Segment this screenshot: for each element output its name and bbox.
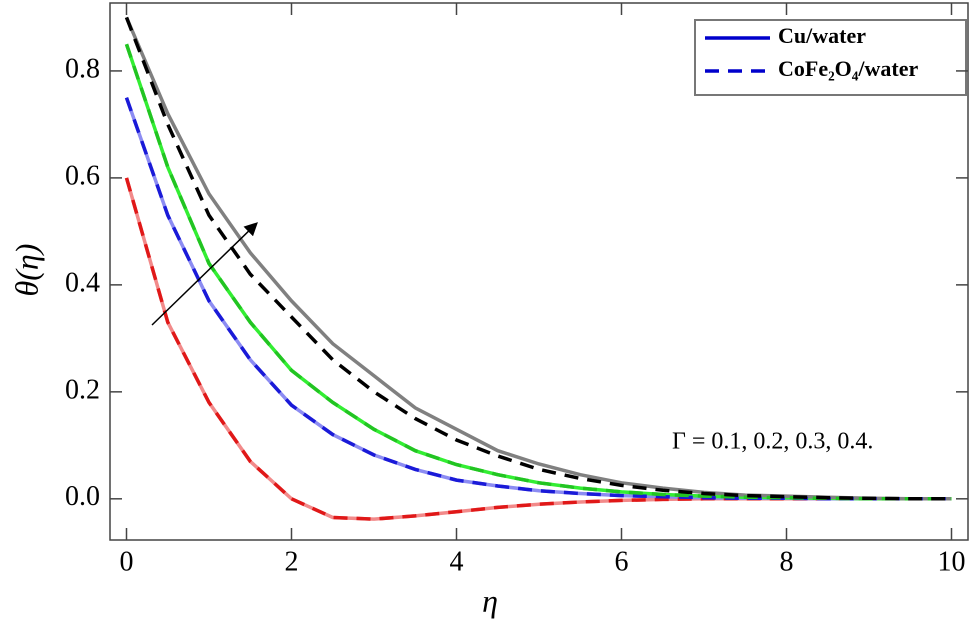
- x-axis-label: η: [482, 582, 498, 618]
- legend-label: Cu/water: [778, 23, 866, 48]
- curves: [124, 16, 952, 521]
- x-tick-label: 10: [938, 546, 966, 577]
- y-tick-label: 0.2: [65, 374, 100, 405]
- trend-arrow: [151, 222, 258, 326]
- x-tick-label: 6: [615, 546, 629, 577]
- series-line: [124, 16, 952, 501]
- y-tick-label: 0.6: [65, 160, 100, 191]
- series-line: [124, 177, 952, 521]
- x-tick-label: 8: [780, 546, 794, 577]
- series-line: [124, 43, 952, 501]
- y-tick-label: 0.8: [65, 53, 100, 84]
- y-axis-label: θ(η): [8, 244, 44, 297]
- x-tick-label: 2: [285, 546, 299, 577]
- legend-label: CoFe₂O₄/water: [778, 56, 918, 81]
- legend-box: [694, 19, 967, 96]
- x-tick-label: 0: [120, 546, 134, 577]
- y-tick-label: 0.0: [65, 481, 100, 512]
- annotation: Γ = 0.1, 0.2, 0.3, 0.4.: [672, 429, 873, 455]
- legend: Cu/water CoFe₂O₄/water: [694, 19, 967, 96]
- y-tick-label: 0.4: [65, 267, 100, 298]
- x-tick-label: 4: [450, 546, 464, 577]
- series-line: [124, 97, 952, 501]
- plot-frame: [109, 2, 969, 541]
